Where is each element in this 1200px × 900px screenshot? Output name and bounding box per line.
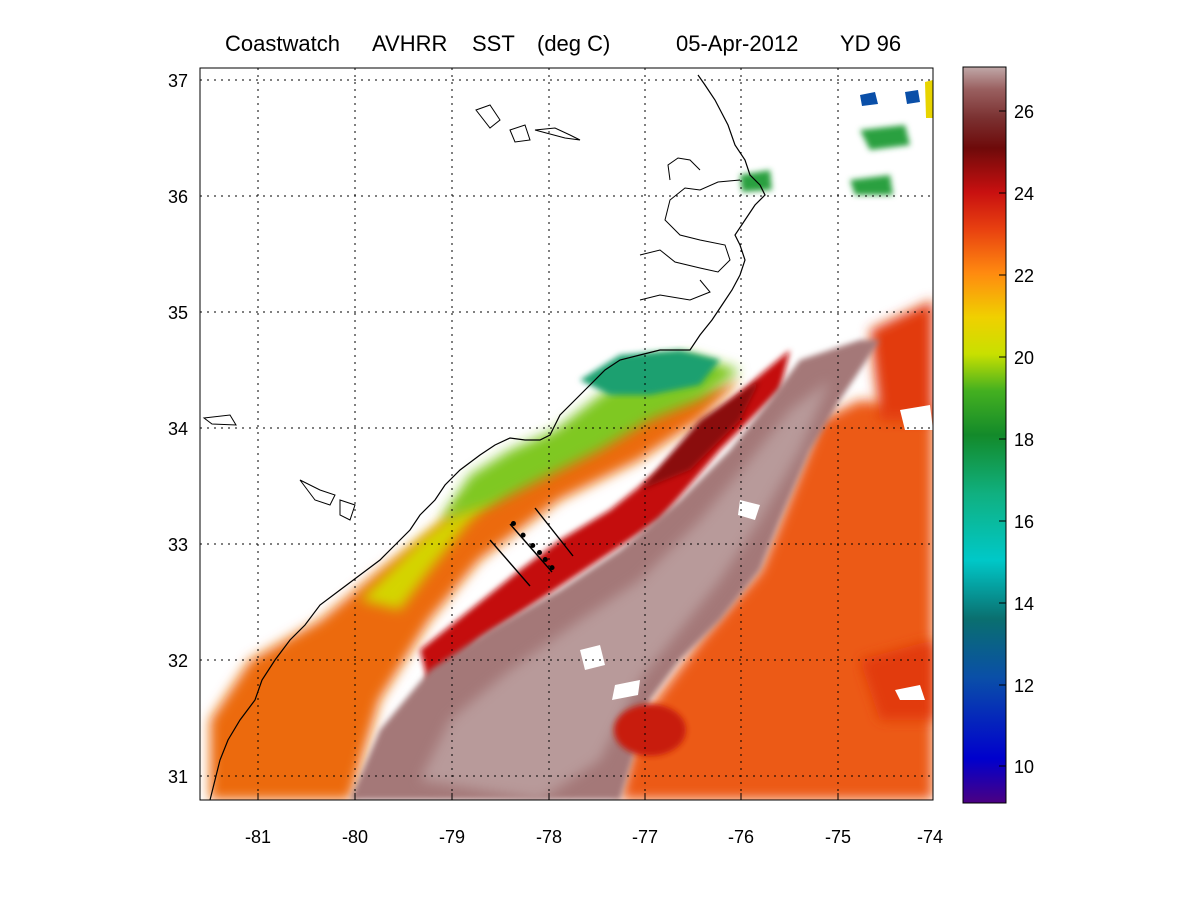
sst-field: [200, 68, 933, 800]
coastline: [209, 74, 766, 800]
lon-tick-label: -80: [342, 827, 368, 847]
northeast-cool-patches: [740, 125, 910, 195]
gridlines: [200, 68, 933, 800]
lon-ticks: [257, 793, 934, 800]
lat-tick-label: 35: [168, 303, 188, 323]
lon-tick-label: -77: [632, 827, 658, 847]
colorbar-tick-label: 24: [1014, 184, 1034, 204]
offshore-warm-water: [620, 400, 933, 800]
northeast-yellow-patch: [925, 80, 933, 118]
lat-tick-label: 36: [168, 187, 188, 207]
lat-tick-label: 37: [168, 71, 188, 91]
transect-station: [542, 556, 548, 562]
lat-tick-label: 32: [168, 651, 188, 671]
map-title-date: 05-Apr-2012: [676, 31, 798, 56]
lon-tick-label: -76: [728, 827, 754, 847]
colorbar-tick-label: 20: [1014, 348, 1034, 368]
lon-tick-label: -75: [825, 827, 851, 847]
gulf-stream-front-dark: [640, 380, 760, 490]
transect-stations: [510, 520, 555, 571]
lon-tick-label: -79: [439, 827, 465, 847]
warm-eddy: [614, 704, 686, 756]
lat-tick-label: 31: [168, 767, 188, 787]
offshore-patches: [860, 300, 933, 720]
gulf-stream-core: [350, 340, 880, 800]
lat-tick-label: 34: [168, 419, 188, 439]
colorbar-tick-label: 10: [1014, 757, 1034, 777]
lon-tick-label: -74: [917, 827, 943, 847]
colorbar: [962, 66, 1007, 804]
sounds-coastline: [639, 157, 741, 301]
nearshore-teal-water: [580, 350, 720, 395]
map-title-sensor: AVHRR: [372, 31, 447, 56]
colorbar-tick-label: 14: [1014, 594, 1034, 614]
lon-tick-label: -81: [245, 827, 271, 847]
transect-station: [510, 520, 516, 526]
map-title-yearday: YD 96: [840, 31, 901, 56]
lakes-outline: [202, 104, 581, 521]
northeast-blue-patch: [860, 90, 920, 106]
colorbar-tick-label: 26: [1014, 102, 1034, 122]
map-frame: [199, 67, 934, 801]
colorbar-tick-label: 22: [1014, 266, 1034, 286]
map-title-product: Coastwatch: [225, 31, 340, 56]
shelf-water-orange: [210, 380, 740, 800]
colorbar-tick-label: 16: [1014, 512, 1034, 532]
lat-tick-label: 33: [168, 535, 188, 555]
transect-station: [520, 532, 526, 538]
colorbar-tick-label: 18: [1014, 430, 1034, 450]
map-title-units: (deg C): [537, 31, 610, 56]
transect-station: [530, 543, 536, 549]
lon-tick-label: -78: [536, 827, 562, 847]
colorbar-tick-label: 12: [1014, 676, 1034, 696]
nearshore-green-water: [440, 355, 740, 520]
gulf-stream-core-light: [420, 380, 830, 800]
colorbar-ticks: [999, 110, 1006, 767]
transect-station: [536, 550, 542, 556]
map-title-variable: SST: [472, 31, 515, 56]
transect-lines: [489, 507, 574, 587]
transect-station: [549, 565, 555, 571]
